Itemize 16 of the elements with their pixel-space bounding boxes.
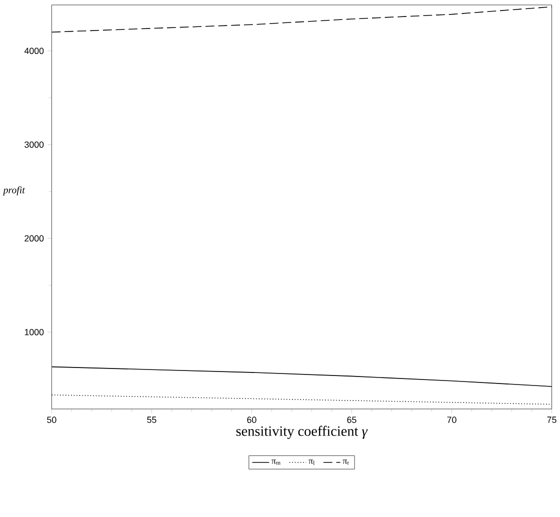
y-tick-label: 2000 — [24, 235, 44, 242]
y-axis-title: profit — [2, 186, 26, 196]
x-tick-label: 60 — [247, 416, 256, 423]
y-tick-label: 1000 — [24, 328, 44, 336]
x-tick-label: 75 — [547, 416, 556, 423]
x-tick-label: 70 — [447, 416, 456, 423]
x-tick-label: 55 — [147, 416, 156, 423]
legend-label: π$_{l}$ — [308, 460, 315, 465]
x-axis-title: sensitivity coefficient γ — [236, 426, 368, 439]
y-tick-label: 4000 — [24, 48, 44, 54]
line-series — [52, 366, 552, 387]
legend-label: π$_{m}$ — [272, 460, 280, 465]
y-tick-label: 3000 — [24, 142, 44, 148]
x-tick-label: 65 — [347, 416, 356, 423]
legend-label: π$_{r}$ — [342, 460, 350, 465]
x-tick-label: 50 — [47, 416, 56, 423]
